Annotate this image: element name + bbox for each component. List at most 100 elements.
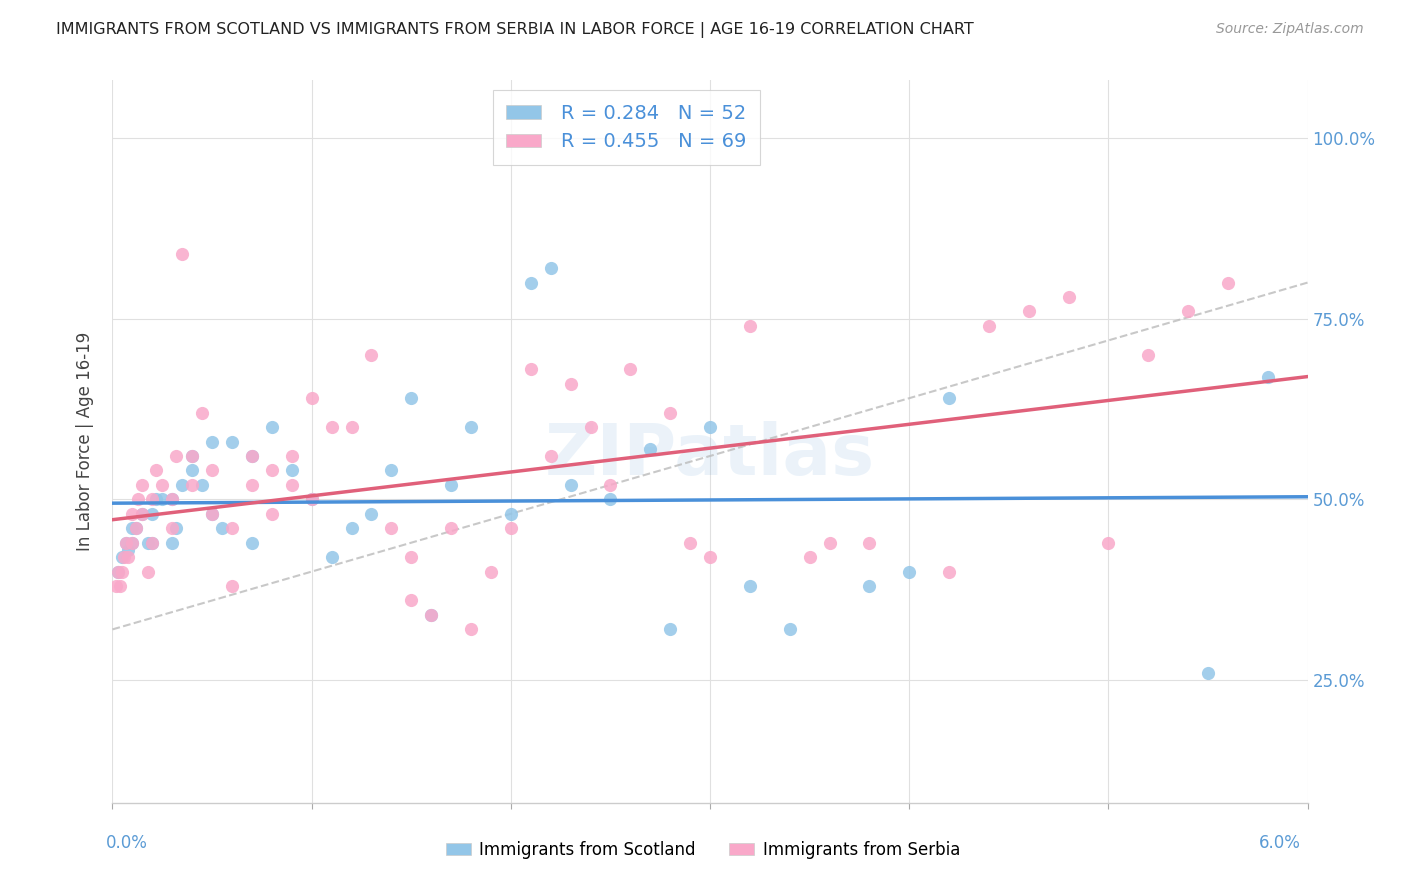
Point	[141, 535, 163, 549]
Point	[107, 565, 129, 579]
Point	[460, 623, 482, 637]
Point	[499, 507, 522, 521]
Point	[699, 550, 721, 565]
Point	[141, 535, 163, 549]
Point	[380, 463, 402, 477]
Point	[131, 507, 153, 521]
Point	[1257, 369, 1279, 384]
Point	[460, 420, 482, 434]
Point	[321, 550, 343, 565]
Point	[121, 521, 143, 535]
Point	[201, 507, 224, 521]
Point	[560, 376, 582, 391]
Y-axis label: In Labor Force | Age 16-19: In Labor Force | Age 16-19	[76, 332, 94, 551]
Point	[121, 507, 143, 521]
Point	[401, 391, 423, 405]
Point	[420, 607, 443, 622]
Point	[260, 463, 283, 477]
Text: IMMIGRANTS FROM SCOTLAND VS IMMIGRANTS FROM SERBIA IN LABOR FORCE | AGE 16-19 CO: IMMIGRANTS FROM SCOTLAND VS IMMIGRANTS F…	[56, 22, 974, 38]
Point	[111, 565, 134, 579]
Point	[1197, 665, 1219, 680]
Point	[145, 463, 167, 477]
Point	[599, 478, 621, 492]
Point	[659, 406, 682, 420]
Point	[599, 492, 621, 507]
Text: 6.0%: 6.0%	[1258, 834, 1301, 852]
Point	[260, 507, 283, 521]
Point	[301, 492, 323, 507]
Point	[540, 449, 562, 463]
Point	[201, 463, 224, 477]
Point	[401, 593, 423, 607]
Point	[360, 507, 382, 521]
Point	[181, 478, 204, 492]
Point	[141, 507, 163, 521]
Point	[260, 420, 283, 434]
Point	[360, 348, 382, 362]
Point	[659, 623, 682, 637]
Point	[1177, 304, 1199, 318]
Point	[738, 579, 761, 593]
Point	[221, 521, 243, 535]
Point	[181, 449, 204, 463]
Point	[141, 492, 163, 507]
Point	[221, 579, 243, 593]
Point	[125, 521, 148, 535]
Point	[172, 478, 194, 492]
Point	[162, 492, 183, 507]
Point	[145, 492, 167, 507]
Point	[115, 535, 138, 549]
Point	[110, 579, 132, 593]
Point	[1097, 535, 1119, 549]
Point	[579, 420, 602, 434]
Point	[191, 478, 214, 492]
Point	[799, 550, 821, 565]
Legend: R = 0.284   N = 52, R = 0.455   N = 69: R = 0.284 N = 52, R = 0.455 N = 69	[494, 90, 759, 165]
Point	[301, 492, 323, 507]
Point	[114, 550, 135, 565]
Point	[115, 535, 138, 549]
Point	[738, 318, 761, 333]
Point	[898, 565, 921, 579]
Point	[679, 535, 702, 549]
Point	[125, 521, 148, 535]
Point	[162, 492, 183, 507]
Point	[1057, 290, 1080, 304]
Point	[131, 507, 153, 521]
Point	[138, 565, 160, 579]
Point	[499, 521, 522, 535]
Point	[181, 449, 204, 463]
Point	[520, 276, 543, 290]
Point	[340, 521, 363, 535]
Point	[380, 521, 402, 535]
Point	[281, 478, 304, 492]
Point	[1216, 276, 1239, 290]
Point	[162, 521, 183, 535]
Point	[440, 478, 463, 492]
Point	[240, 535, 263, 549]
Point	[818, 535, 841, 549]
Point	[121, 535, 143, 549]
Point	[401, 550, 423, 565]
Point	[191, 406, 214, 420]
Point	[117, 542, 139, 557]
Point	[150, 478, 173, 492]
Point	[977, 318, 1000, 333]
Point	[105, 579, 128, 593]
Point	[221, 434, 243, 449]
Point	[165, 449, 187, 463]
Point	[858, 535, 880, 549]
Point	[201, 434, 224, 449]
Point	[1018, 304, 1040, 318]
Point	[858, 579, 880, 593]
Point	[560, 478, 582, 492]
Point	[240, 449, 263, 463]
Point	[640, 442, 662, 456]
Point	[165, 521, 187, 535]
Point	[162, 535, 183, 549]
Point	[699, 420, 721, 434]
Point	[938, 565, 960, 579]
Point	[281, 463, 304, 477]
Point	[211, 521, 233, 535]
Point	[201, 507, 224, 521]
